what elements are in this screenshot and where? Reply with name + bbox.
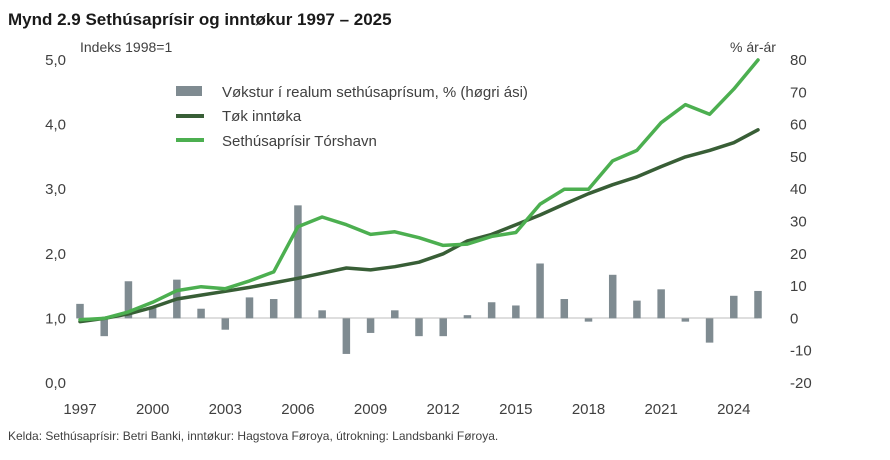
bar-1998	[100, 318, 108, 337]
x-tick-label-4: 2009	[354, 401, 387, 418]
x-tick-label-9: 2024	[717, 401, 750, 418]
bar-2002	[197, 308, 205, 319]
x-tick-label-6: 2015	[499, 401, 532, 418]
x-tick-label-3: 2006	[281, 401, 314, 418]
right-tick-label-3: 10	[790, 278, 807, 295]
right-tick-label-1: -10	[790, 343, 812, 360]
bar-2025	[754, 290, 762, 319]
house-price-line	[78, 58, 760, 322]
bar-1999	[124, 281, 133, 319]
bar-2016	[536, 263, 544, 319]
chart-title: Mynd 2.9 Sethúsaprísir og inntøkur 1997 …	[8, 10, 392, 29]
bar-2015	[512, 305, 520, 319]
bar-2012	[439, 318, 447, 337]
right-tick-label-7: 50	[790, 149, 807, 166]
right-axis: -20 -10 0 10 20 30 40 50 60 70 80	[790, 52, 812, 392]
left-tick-label-4: 4,0	[45, 117, 66, 134]
left-tick-label-0: 0,0	[45, 375, 66, 392]
bar-2007	[318, 310, 326, 319]
right-tick-label-4: 20	[790, 246, 807, 263]
x-tick-label-0: 1997	[63, 401, 96, 418]
right-tick-label-9: 70	[790, 84, 807, 101]
x-tick-label-5: 2012	[427, 401, 460, 418]
right-tick-label-2: 0	[790, 310, 798, 327]
right-axis-label: % ár-ár	[730, 39, 776, 55]
bar-2023	[705, 318, 714, 343]
left-tick-label-5: 5,0	[45, 52, 66, 69]
bar-2003	[221, 318, 230, 330]
left-tick-label-2: 2,0	[45, 246, 66, 263]
x-tick-label-2: 2003	[209, 401, 242, 418]
source-note: Kelda: Sethúsaprísir: Betri Banki, inntø…	[8, 429, 498, 443]
bar-2005	[269, 299, 278, 319]
bar-2018	[584, 318, 593, 322]
legend-label-prices: Sethúsaprísir Tórshavn	[222, 133, 377, 150]
legend-swatch-bar	[176, 86, 202, 96]
left-tick-label-1: 1,0	[45, 310, 66, 327]
x-tick-label-8: 2021	[644, 401, 677, 418]
bar-2020	[633, 300, 641, 319]
legend-label-income: Tøk inntøka	[222, 108, 302, 125]
bar-2010	[391, 310, 399, 319]
legend: Vøkstur í realum sethúsaprísum, % (høgri…	[176, 84, 528, 150]
bar-2006	[294, 205, 302, 319]
right-tick-label-0: -20	[790, 375, 812, 392]
bar-2011	[415, 318, 423, 337]
bar-2021	[657, 289, 665, 319]
bar-2017	[560, 299, 569, 319]
right-tick-label-10: 80	[790, 52, 807, 69]
bar-2022	[681, 318, 690, 322]
bar-2008	[342, 318, 351, 354]
bar-2019	[608, 274, 617, 319]
x-tick-label-1: 2000	[136, 401, 169, 418]
left-tick-label-3: 3,0	[45, 181, 66, 198]
bar-2009	[366, 318, 375, 333]
right-tick-label-5: 30	[790, 214, 807, 231]
bar-2000	[148, 307, 157, 319]
legend-label-bar: Vøkstur í realum sethúsaprísum, % (høgri…	[222, 84, 528, 101]
income-line	[78, 128, 760, 324]
bar-2024	[730, 295, 738, 319]
bar-2013	[463, 315, 472, 319]
bar-2014	[487, 302, 496, 319]
bar-series	[76, 205, 762, 354]
line-series	[78, 58, 760, 324]
bar-1997	[76, 303, 84, 319]
bar-2004	[245, 297, 254, 319]
right-tick-label-8: 60	[790, 117, 807, 134]
left-axis-label: Indeks 1998=1	[80, 39, 172, 55]
x-tick-label-7: 2018	[572, 401, 605, 418]
x-axis: 1997 2000 2003 2006 2009 2012 2015 2018 2021 2024	[63, 401, 750, 418]
left-axis: 0,0 1,0 2,0 3,0 4,0 5,0	[45, 52, 66, 392]
right-tick-label-6: 40	[790, 181, 807, 198]
